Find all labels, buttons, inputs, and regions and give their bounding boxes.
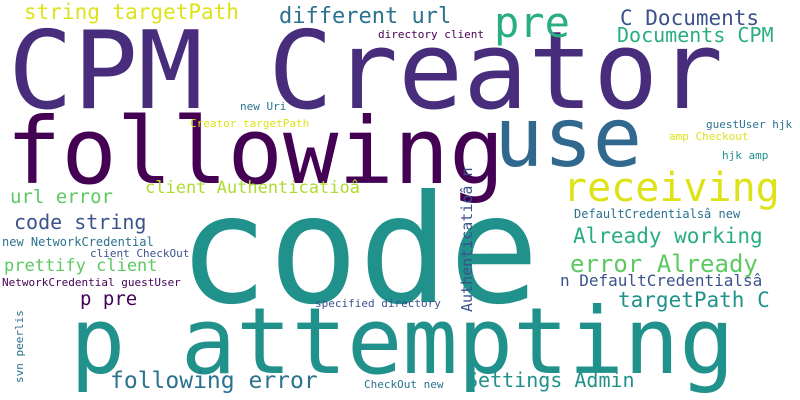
word-networkcredential-guestuser: NetworkCredential guestUser bbox=[2, 276, 181, 289]
word-new-uri: new Uri bbox=[240, 100, 287, 113]
word-authenticatio-n: Authenticatioâ n bbox=[458, 167, 476, 313]
word-hjk-amp: hjk amp bbox=[722, 149, 769, 162]
word-checkout-new: CheckOut new bbox=[364, 378, 444, 391]
word-client-checkout: client CheckOut bbox=[90, 247, 190, 260]
word-cpm-creator: CPM Creator bbox=[8, 9, 724, 134]
word-prettify-client: prettify client bbox=[4, 256, 158, 276]
word-creator-targetpath: Creator targetPath bbox=[190, 117, 310, 130]
word-p-attempting: p attempting bbox=[70, 288, 735, 395]
word-settings-admin: Settings Admin bbox=[466, 368, 635, 392]
word-pre: pre bbox=[494, 0, 570, 47]
word-amp-checkout: amp Checkout bbox=[669, 130, 749, 143]
word-new-networkcredential: new NetworkCredential bbox=[2, 235, 154, 249]
word-following: following bbox=[6, 98, 505, 205]
word-url-error: url error bbox=[10, 186, 113, 208]
word-error-already: error Already bbox=[570, 250, 758, 278]
word-code: code bbox=[178, 164, 540, 338]
word-string-targetpath: string targetPath bbox=[24, 0, 239, 24]
word-documents-cpm: Documents CPM bbox=[617, 23, 774, 47]
word-specified-directory: specified directory bbox=[315, 297, 441, 310]
word-directory-client: directory client bbox=[378, 28, 484, 41]
word-receiving: receiving bbox=[563, 165, 780, 211]
word-c-documents: C Documents bbox=[620, 6, 760, 30]
word-n-defaultcredentials: n DefaultCredentialsâ bbox=[560, 271, 763, 290]
word-use: use bbox=[494, 91, 643, 186]
word-targetpath-c: targetPath C bbox=[618, 288, 770, 312]
word-different-url: different url bbox=[279, 4, 452, 29]
word-svn-peerlis: svn peerlis bbox=[13, 310, 26, 383]
word-guestuser-hjk: guestUser hjk bbox=[706, 118, 793, 131]
word-following-error: following error bbox=[110, 368, 318, 394]
word-client-authenticatio: client Authenticatioâ bbox=[145, 178, 360, 198]
word-defaultcredentials-new: DefaultCredentialsâ new bbox=[574, 207, 741, 221]
word-code-string: code string bbox=[14, 210, 147, 234]
word-already-working: Already working bbox=[573, 224, 763, 248]
word-p-pre: p pre bbox=[80, 288, 138, 310]
